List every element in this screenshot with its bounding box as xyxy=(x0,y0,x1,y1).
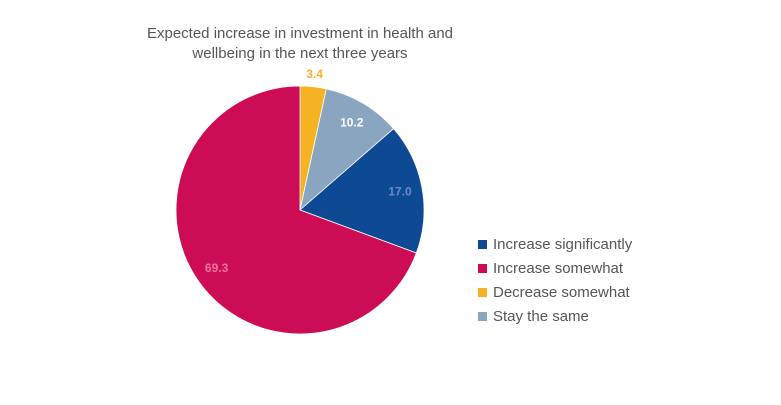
pie-slice-stay-the-same xyxy=(299,88,395,212)
legend-label: Decrease somewhat xyxy=(493,284,631,301)
legend-item-increase-significantly: Increase significantly xyxy=(478,236,633,253)
pie-slice-increase-significantly xyxy=(299,128,425,254)
chart-title: Expected increase in investment in healt… xyxy=(147,25,453,62)
data-label-stay-the-same: 10.2 xyxy=(340,116,364,130)
legend-swatch xyxy=(478,288,487,297)
pie-slices xyxy=(175,85,425,335)
data-label-increase-somewhat: 69.3 xyxy=(205,261,229,275)
chart-title-line-2: wellbeing in the next three years xyxy=(191,45,407,62)
legend-swatch xyxy=(478,240,487,249)
legend-label: Increase somewhat xyxy=(493,260,624,277)
data-label-decrease-somewhat: 3.4 xyxy=(306,67,323,81)
chart-title-line-1: Expected increase in investment in healt… xyxy=(147,25,453,42)
pie-data-labels: 3.4 10.2 17.0 69.3 xyxy=(205,67,412,275)
legend-swatch xyxy=(478,312,487,321)
legend-item-stay-the-same: Stay the same xyxy=(478,308,589,325)
chart-legend: Increase significantly Increase somewhat D… xyxy=(478,236,633,325)
legend-label: Stay the same xyxy=(493,308,589,325)
legend-item-increase-somewhat: Increase somewhat xyxy=(478,260,624,277)
legend-label: Increase significantly xyxy=(493,236,633,253)
legend-swatch xyxy=(478,264,487,273)
data-label-increase-significantly: 17.0 xyxy=(388,185,412,199)
pie-slice-increase-somewhat xyxy=(175,85,417,335)
legend-item-decrease-somewhat: Decrease somewhat xyxy=(478,284,631,301)
